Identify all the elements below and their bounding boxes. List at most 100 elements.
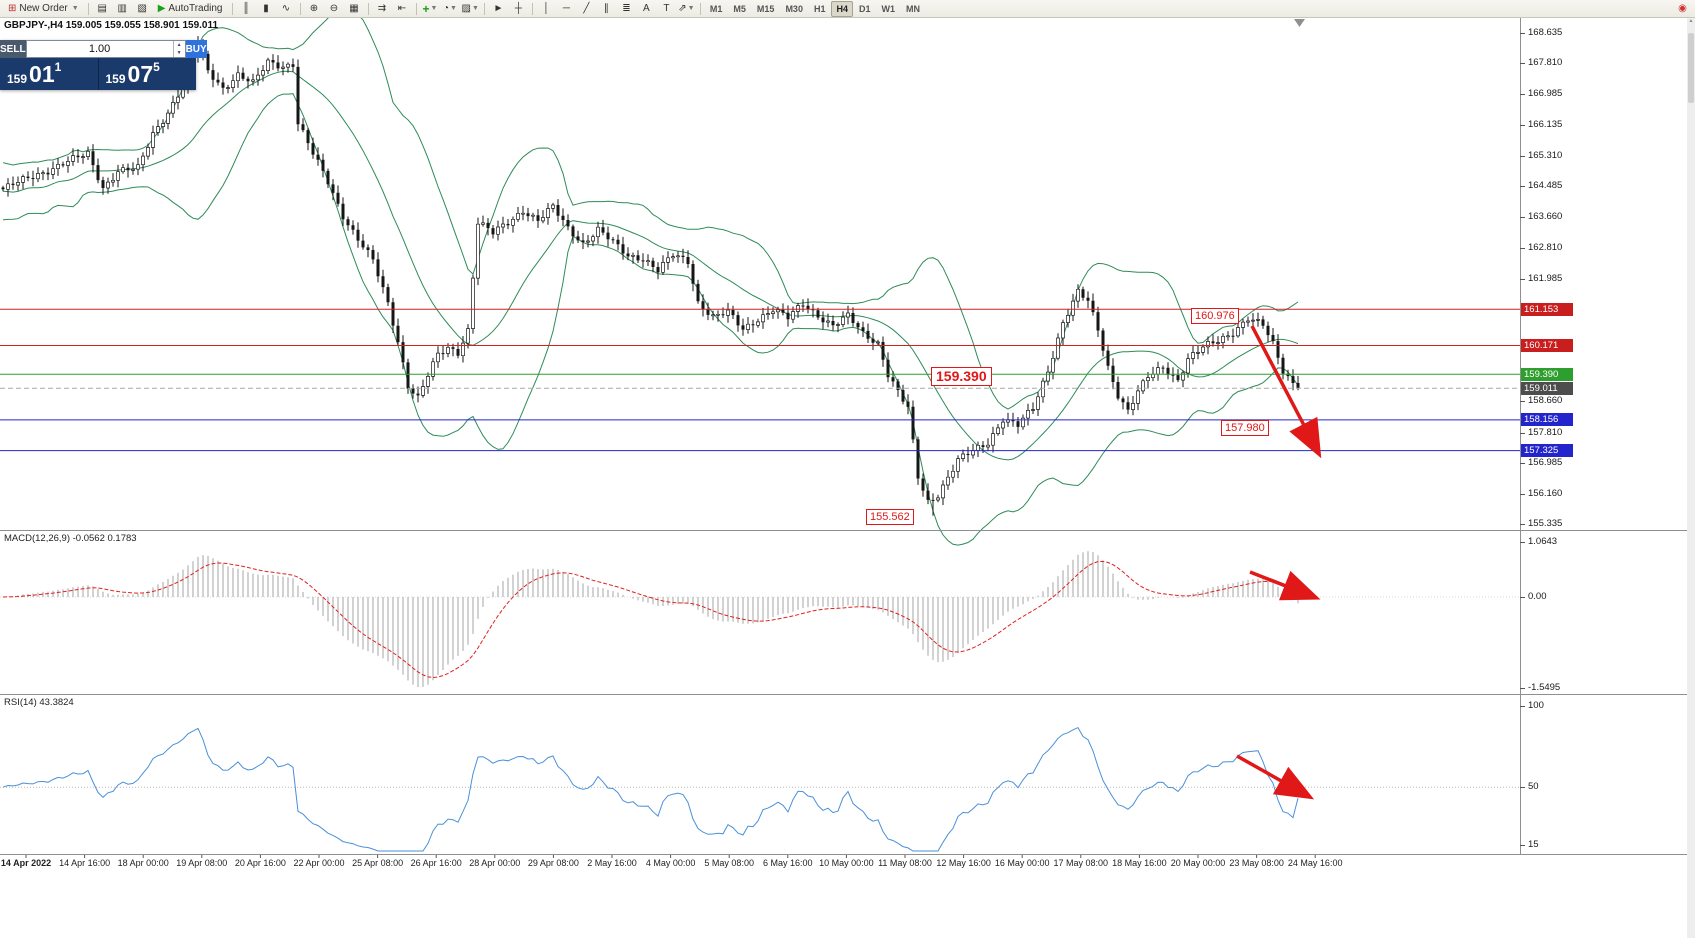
sell-button[interactable]: SELL [0,40,26,58]
navigator-icon[interactable]: ▧ [133,0,152,17]
templates-icon-glyph: ▨ [461,2,471,14]
macd-label: MACD(12,26,9) -0.0562 0.1783 [4,533,137,544]
chart-shift-icon[interactable]: ⇤ [393,0,412,17]
indicator-scale-label: 100 [1528,700,1544,711]
price-label: 166.985 [1528,87,1563,99]
line-chart-icon[interactable]: ∿ [277,0,296,17]
toolbar-separator [87,2,89,15]
timeframe-mn[interactable]: MN [906,3,920,14]
volume-spinner[interactable]: ▲ ▼ [172,41,185,57]
indicators-icon[interactable]: + ▼ [421,0,440,17]
navigator-icon-glyph: ▧ [137,2,147,14]
timeframe-m15[interactable]: M15 [756,3,775,14]
templates-icon[interactable]: ▨ ▼ [461,0,480,17]
axis-tick [1520,94,1525,95]
annotation-arrows[interactable] [1236,325,1322,800]
timeframe-d1[interactable]: D1 [858,3,871,14]
notifications-icon[interactable]: ◉ [1673,0,1692,17]
timeframe-h1[interactable]: H1 [813,3,826,14]
periods-icon[interactable]: ◔ ▼ [441,0,460,17]
arrows-tool-icon[interactable]: ⇗ ▼ [677,0,696,17]
buy-price-prefix: 159 [105,72,126,86]
price-label: 157.810 [1528,426,1563,438]
vertical-scrollbar[interactable]: ▲ [1687,17,1695,938]
axis-tick [1520,494,1525,495]
sell-price-point: 1 [54,60,62,74]
zoom-in-icon[interactable]: ⊕ [305,0,324,17]
timeframe-m1[interactable]: M1 [709,3,723,14]
price-down-arrow[interactable] [1250,325,1322,459]
scroll-up-icon[interactable]: ▲ [1688,18,1694,24]
candlestick-chart-icon[interactable]: ▮ [257,0,276,17]
text-icon[interactable]: A [637,0,656,17]
axis-tick [1520,688,1525,689]
timeframe-h4[interactable]: H4 [831,0,853,17]
autotrading-button-label: AutoTrading [168,3,223,14]
time-label: 12 May 16:00 [936,858,991,868]
tile-windows-icon[interactable]: ▦ [345,0,364,17]
crosshair-icon[interactable]: ┼ [509,0,528,17]
volume-input[interactable] [26,41,173,57]
market-watch-icon[interactable]: ▤ [93,0,112,17]
autotrading-button[interactable]: ▶ AutoTrading [153,0,228,17]
sell-price[interactable]: 159 01 1 [0,58,98,90]
autotrading-glyph: ▶ [157,3,166,14]
line-chart-icon-glyph: ∿ [281,2,291,14]
channel-icon[interactable]: ∥ [597,0,616,17]
fibonacci-icon[interactable]: ≣ [617,0,636,17]
scrollbar-thumb[interactable] [1688,33,1694,103]
time-label: 16 May 00:00 [994,858,1050,868]
callout-155.562[interactable]: 155.562 [866,509,914,525]
price-label: 163.660 [1528,210,1563,222]
new-order-button[interactable]: ⊞ New Order ▼ [3,0,84,17]
horizontal-level-lines[interactable] [0,308,1520,452]
zoom-out-icon-glyph: ⊖ [329,2,339,14]
axis-tick [1520,787,1525,788]
timeframe-m30[interactable]: M30 [785,3,803,14]
timeframe-m5[interactable]: M5 [733,3,746,14]
volume-up-icon[interactable]: ▲ [176,42,182,48]
axis-tick [1520,186,1525,187]
macd-down-arrow[interactable] [1249,570,1321,601]
axis-tick [1520,845,1525,846]
zoom-out-icon[interactable]: ⊖ [325,0,344,17]
vertical-line-icon[interactable]: │ [537,0,556,17]
text-icon-glyph: A [643,2,650,14]
text-label-icon[interactable]: T [657,0,676,17]
buy-button[interactable]: BUY [185,40,207,58]
dropdown-caret-icon: ▼ [430,5,438,12]
time-label: 28 Apr 00:00 [469,858,521,868]
bb-lower [2,93,1299,546]
time-label: 20 Apr 16:00 [234,858,286,868]
buy-price[interactable]: 159 07 5 [97,58,197,90]
axis-tick [1520,401,1525,402]
axis-tick [1520,125,1525,126]
trendline-icon[interactable]: ╱ [577,0,596,17]
price-tag-161.153: 161.153 [1521,302,1573,316]
sell-price-pips: 01 [29,61,55,87]
bb-upper [2,9,1299,410]
time-label: 18 May 16:00 [1112,858,1167,868]
price-label: 166.135 [1528,119,1563,131]
callout-159.390[interactable]: 159.390 [931,367,992,386]
time-label: 20 May 00:00 [1170,858,1226,868]
indicator-scale-label: 0.00 [1528,591,1547,602]
volume-down-icon[interactable]: ▼ [176,50,182,56]
auto-scroll-icon[interactable]: ⇉ [373,0,392,17]
indicator-scale-label: 1.0643 [1528,536,1558,547]
chart-shift-marker[interactable] [1294,19,1305,27]
timeframe-w1[interactable]: W1 [881,3,896,14]
trendline-icon-glyph: ╱ [583,2,590,14]
dropdown-caret-icon: ▼ [687,5,695,12]
horizontal-line-icon[interactable]: ─ [557,0,576,17]
time-label: 2 May 16:00 [587,858,637,868]
cursor-icon[interactable]: ► [489,0,508,17]
bar-chart-icon[interactable]: ║ [237,0,256,17]
rsi-down-arrow[interactable] [1236,754,1315,800]
indicator-scale-label: -1.5495 [1528,682,1561,693]
sell-price-prefix: 159 [7,72,28,86]
data-window-icon[interactable]: ▥ [113,0,132,17]
callout-160.976[interactable]: 160.976 [1191,308,1239,324]
callout-157.980[interactable]: 157.980 [1221,420,1269,436]
